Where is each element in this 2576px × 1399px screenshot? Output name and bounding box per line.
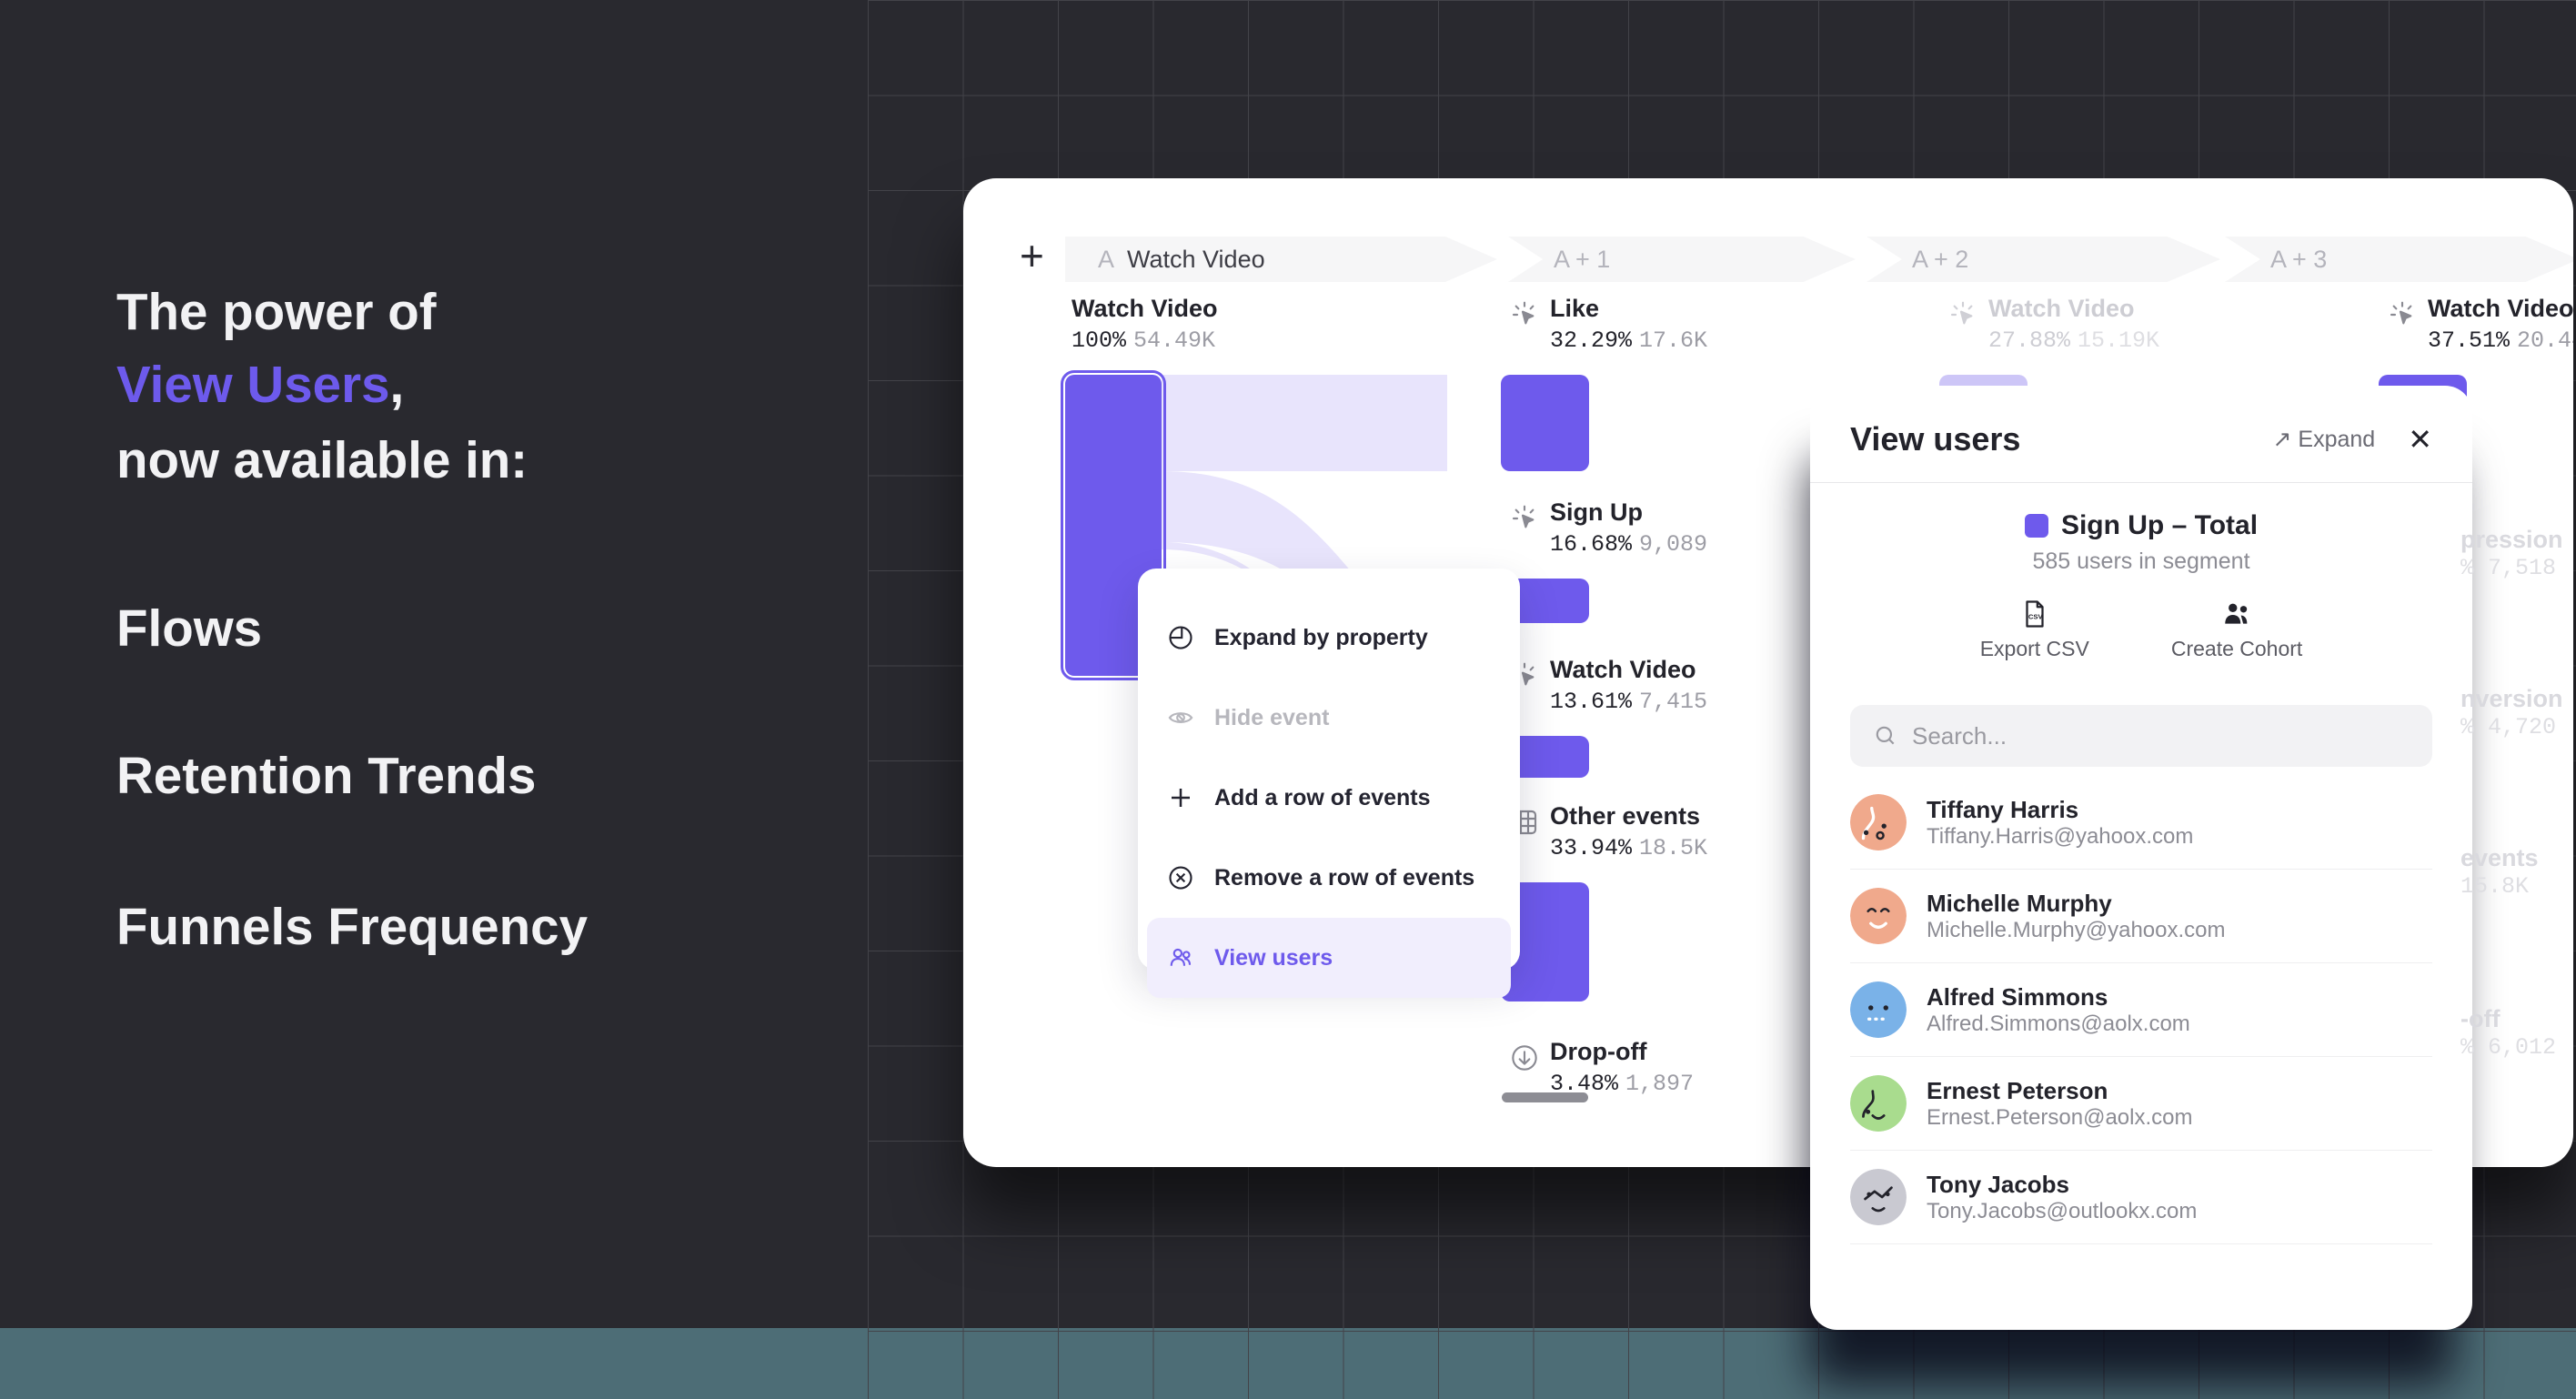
svg-text:CSV: CSV — [2028, 613, 2044, 621]
